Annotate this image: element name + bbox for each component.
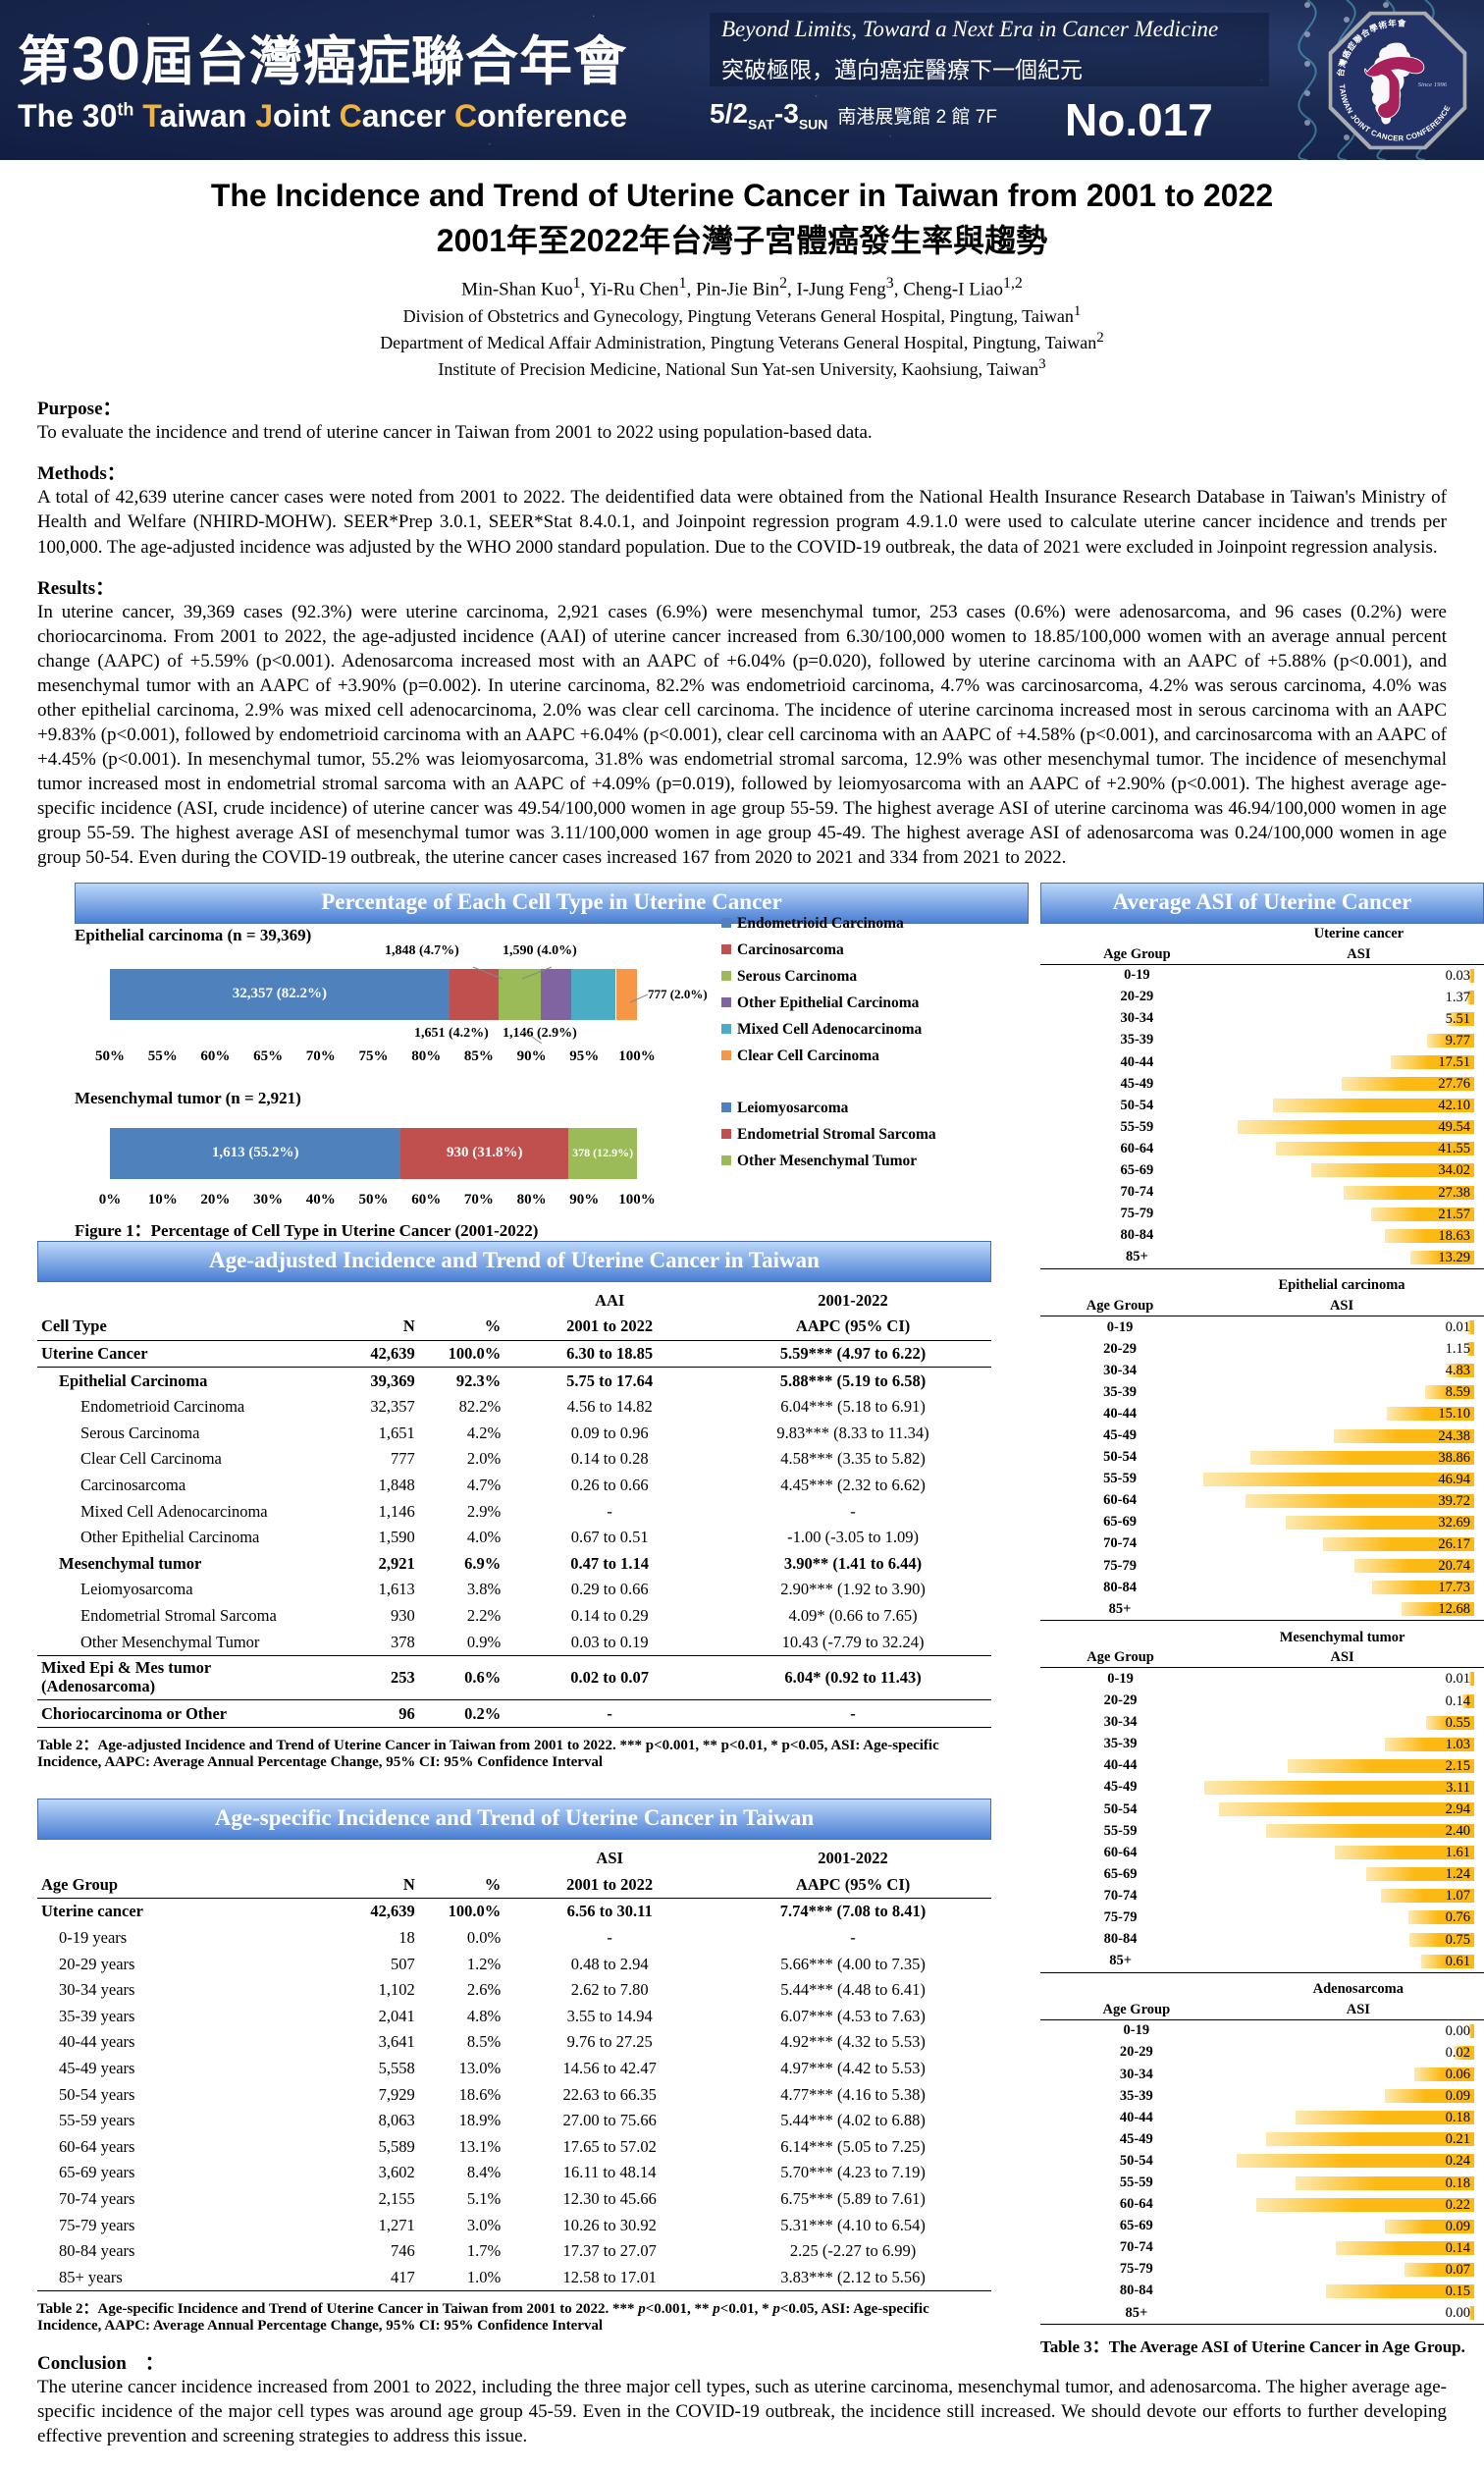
svg-text:Since 1996: Since 1996 (1418, 81, 1448, 88)
